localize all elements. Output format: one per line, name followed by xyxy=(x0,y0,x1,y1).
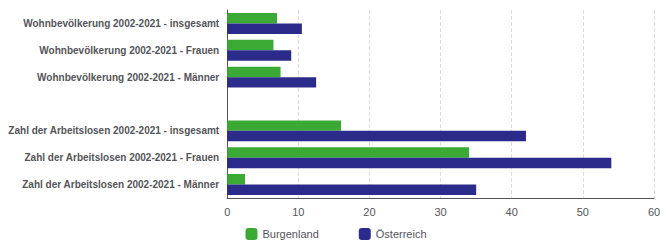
svg-text:0: 0 xyxy=(224,206,230,218)
svg-text:60: 60 xyxy=(648,206,660,218)
svg-text:10: 10 xyxy=(292,206,304,218)
svg-text:40: 40 xyxy=(506,206,518,218)
svg-text:Zahl der Arbeitslosen 2002-202: Zahl der Arbeitslosen 2002-2021 - Männer xyxy=(22,179,219,190)
svg-text:Wohnbevölkerung 2002-2021 - Mä: Wohnbevölkerung 2002-2021 - Männer xyxy=(37,72,219,83)
svg-text:Wohnbevölkerung 2002-2021 - Fr: Wohnbevölkerung 2002-2021 - Frauen xyxy=(39,45,219,56)
svg-text:Zahl der Arbeitslosen 2002-202: Zahl der Arbeitslosen 2002-2021 - Frauen xyxy=(24,152,219,163)
svg-text:Burgenland: Burgenland xyxy=(262,228,318,240)
svg-text:30: 30 xyxy=(434,206,446,218)
svg-text:20: 20 xyxy=(363,206,375,218)
svg-text:Wohnbevölkerung 2002-2021 - in: Wohnbevölkerung 2002-2021 - insgesamt xyxy=(23,18,220,29)
svg-text:Österreich: Österreich xyxy=(376,228,427,240)
svg-text:Zahl der Arbeitslosen 2002-202: Zahl der Arbeitslosen 2002-2021 - insges… xyxy=(8,125,219,136)
svg-text:50: 50 xyxy=(577,206,589,218)
